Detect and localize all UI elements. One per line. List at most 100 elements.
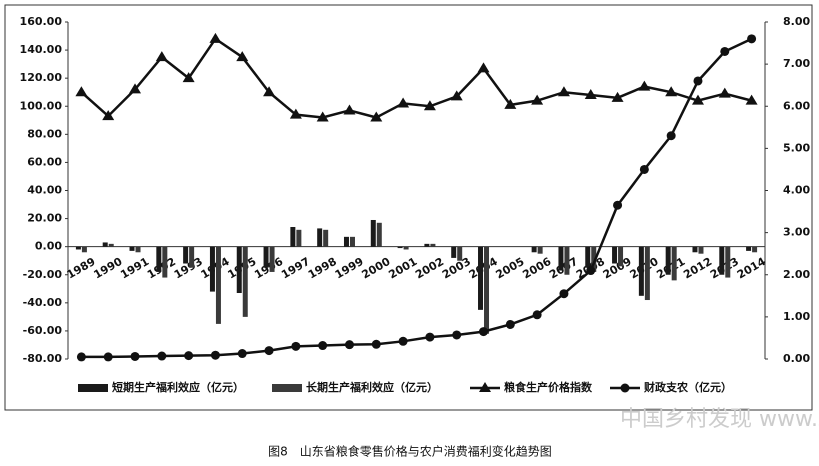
bar xyxy=(162,246,168,278)
bar xyxy=(484,246,490,334)
marker xyxy=(289,108,302,119)
x-tick-label: 1994 xyxy=(199,255,232,282)
x-tick-label: 1990 xyxy=(91,255,124,282)
bar xyxy=(183,246,189,264)
y2-tick-label: 5.00 xyxy=(783,141,810,154)
marker xyxy=(344,340,354,350)
bar xyxy=(323,229,329,247)
marker xyxy=(559,289,569,299)
y-tick-label: 0.00 xyxy=(35,240,62,253)
bar xyxy=(81,246,87,253)
marker xyxy=(263,86,276,97)
chart-frame xyxy=(4,4,813,411)
marker xyxy=(479,327,489,337)
marker xyxy=(291,341,301,351)
x-tick-label: 1992 xyxy=(145,255,178,282)
x-tick-label: 1999 xyxy=(333,255,366,282)
y2-tick-label: 8.00 xyxy=(783,15,810,28)
y2-tick-label: 4.00 xyxy=(783,184,810,197)
bar xyxy=(370,219,376,247)
y-tick-label: 140.00 xyxy=(20,43,63,56)
marker xyxy=(691,94,704,105)
y2-tick-label: 0.00 xyxy=(783,352,810,365)
x-tick-label: 2012 xyxy=(681,255,714,282)
x-tick-label: 2007 xyxy=(547,255,580,282)
marker xyxy=(236,51,249,62)
legend-label: 粮食生产价格指数 xyxy=(504,380,593,394)
marker xyxy=(398,336,408,346)
marker xyxy=(343,104,356,115)
bar xyxy=(215,246,221,324)
y-tick-label: -80.00 xyxy=(23,352,63,365)
y2-tick-label: 3.00 xyxy=(783,226,810,239)
marker xyxy=(477,62,490,73)
bar xyxy=(290,227,296,247)
bar xyxy=(698,246,704,254)
bar xyxy=(189,246,195,268)
legend-label: 财政支农（亿元） xyxy=(643,380,732,394)
marker xyxy=(318,341,328,351)
y2-tick-label: 2.00 xyxy=(783,268,810,281)
marker xyxy=(693,76,703,86)
legend-swatch xyxy=(272,384,302,392)
bar xyxy=(75,246,81,250)
y-tick-label: 20.00 xyxy=(27,212,62,225)
bar xyxy=(612,246,618,264)
x-tick-label: 1996 xyxy=(252,255,285,282)
x-tick-label: 2003 xyxy=(440,255,473,282)
marker xyxy=(155,51,168,62)
marker xyxy=(584,89,597,100)
x-tick-label: 2000 xyxy=(360,255,393,282)
x-tick-label: 1993 xyxy=(172,255,205,282)
x-tick-label: 1995 xyxy=(225,255,258,282)
x-tick-label: 2011 xyxy=(654,255,687,282)
bar xyxy=(424,243,430,247)
y-tick-label: -40.00 xyxy=(23,296,63,309)
bar xyxy=(692,246,698,253)
marker xyxy=(425,332,435,342)
marker xyxy=(450,90,463,101)
marker xyxy=(504,98,517,109)
y-tick-label: -20.00 xyxy=(23,268,63,281)
marker xyxy=(103,352,113,362)
bar xyxy=(451,246,457,258)
bar xyxy=(558,246,564,271)
caption: 图8 山东省粮食零售价格与农户消费福利变化趋势图 xyxy=(268,444,552,459)
marker xyxy=(720,46,730,56)
x-tick-label: 1989 xyxy=(65,255,98,282)
bar xyxy=(746,246,752,251)
legend-marker xyxy=(620,383,630,393)
bar xyxy=(269,246,275,272)
bar xyxy=(135,246,141,253)
bar xyxy=(752,246,758,253)
legend-label: 长期生产福利效应（亿元） xyxy=(306,380,438,394)
x-tick-label: 2001 xyxy=(386,255,419,282)
bar xyxy=(719,246,725,275)
marker xyxy=(102,110,115,121)
y2-tick-label: 1.00 xyxy=(783,310,810,323)
marker xyxy=(718,87,731,98)
x-tick-label: 2014 xyxy=(735,255,768,282)
x-tick-label: 2006 xyxy=(520,255,553,282)
marker xyxy=(611,91,624,102)
y-tick-label: 100.00 xyxy=(20,99,63,112)
bar xyxy=(129,246,135,251)
bar xyxy=(349,236,355,247)
marker xyxy=(397,97,410,108)
marker xyxy=(747,34,757,44)
marker xyxy=(129,83,142,94)
bar xyxy=(102,242,108,247)
marker xyxy=(75,86,88,97)
y-tick-label: 40.00 xyxy=(27,184,62,197)
bar xyxy=(403,246,409,250)
bar xyxy=(537,246,543,254)
x-tick-label: 2010 xyxy=(628,255,661,282)
line xyxy=(80,37,752,119)
marker xyxy=(371,339,381,349)
bar xyxy=(317,228,323,247)
legend-swatch xyxy=(78,384,108,392)
marker xyxy=(423,100,436,111)
bar xyxy=(236,246,242,294)
bar xyxy=(618,246,624,267)
